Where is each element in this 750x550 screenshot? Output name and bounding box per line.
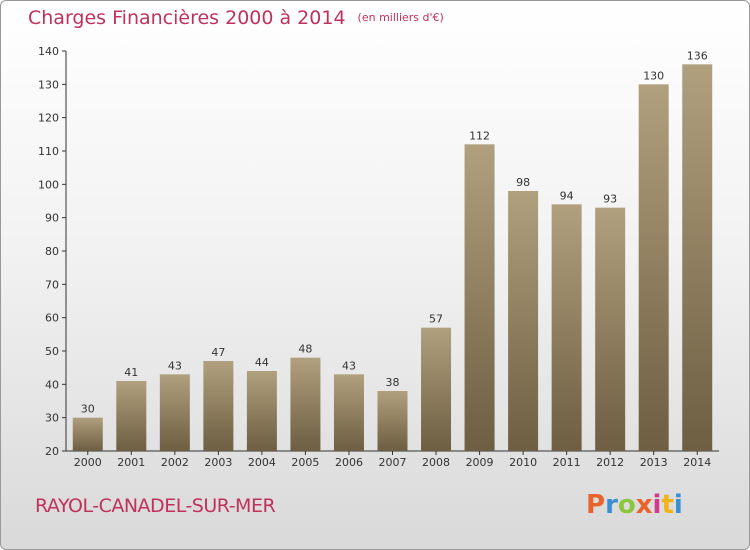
logo-letter: i [673,490,683,520]
x-tick-label: 2014 [683,456,711,469]
logo-letter: r [605,490,618,520]
y-tick-label: 40 [45,378,59,391]
data-label: 30 [81,403,95,416]
data-label: 43 [168,359,182,372]
x-tick-label: 2013 [640,456,668,469]
x-tick-label: 2009 [466,456,494,469]
y-tick-label: 60 [45,312,59,325]
x-tick-label: 2006 [335,456,363,469]
data-label: 48 [298,343,312,356]
y-tick-label: 130 [38,78,59,91]
bar [333,374,364,451]
bar [464,144,495,452]
bar [246,371,277,451]
data-label: 112 [469,129,490,142]
x-tick-label: 2000 [74,456,102,469]
y-tick-label: 120 [38,112,59,125]
bar [203,361,234,451]
data-label: 98 [516,176,530,189]
x-tick-label: 2007 [379,456,407,469]
bar [116,381,147,451]
bar [551,204,582,451]
bar [638,84,669,451]
data-label: 57 [429,313,443,326]
y-tick-label: 140 [38,45,59,58]
bar [682,64,713,452]
x-tick-label: 2001 [117,456,145,469]
bar [159,374,190,451]
logo-letter: o [617,490,636,520]
y-tick-label: 110 [38,145,59,158]
data-label: 41 [124,366,138,379]
bar [72,417,103,451]
y-tick-label: 30 [45,412,59,425]
bar [421,327,452,451]
logo-letter: i [652,490,662,520]
data-label: 44 [255,356,269,369]
x-tick-label: 2010 [509,456,537,469]
logo-letter: P [586,490,606,520]
proxiti-logo[interactable]: Proxiti [586,490,683,520]
y-tick-label: 100 [38,178,59,191]
logo-letter: t [661,490,674,520]
x-tick-label: 2005 [291,456,319,469]
y-tick-label: 70 [45,278,59,291]
data-label: 47 [211,346,225,359]
bar [290,357,321,451]
commune-name: RAYOL-CANADEL-SUR-MER [35,495,276,517]
bar [595,207,626,451]
y-tick-label: 50 [45,345,59,358]
data-label: 93 [603,193,617,206]
bar [377,391,408,451]
x-tick-label: 2008 [422,456,450,469]
y-tick-label: 20 [45,445,59,458]
y-tick-label: 90 [45,212,59,225]
data-label: 43 [342,359,356,372]
x-tick-label: 2004 [248,456,276,469]
data-label: 130 [643,69,664,82]
x-tick-label: 2012 [596,456,624,469]
logo-letter: x [635,490,653,520]
y-tick-label: 80 [45,245,59,258]
x-tick-label: 2003 [204,456,232,469]
data-label: 136 [687,49,708,62]
chart-title: Charges Financières 2000 à 2014 (en milli… [28,7,444,29]
chart-unit: (en milliers d'€) [357,11,444,24]
bar [508,191,539,451]
x-tick-label: 2002 [161,456,189,469]
title-text: Charges Financières 2000 à 2014 [28,7,346,29]
data-label: 38 [386,376,400,389]
data-label: 94 [560,189,574,202]
x-tick-label: 2011 [553,456,581,469]
